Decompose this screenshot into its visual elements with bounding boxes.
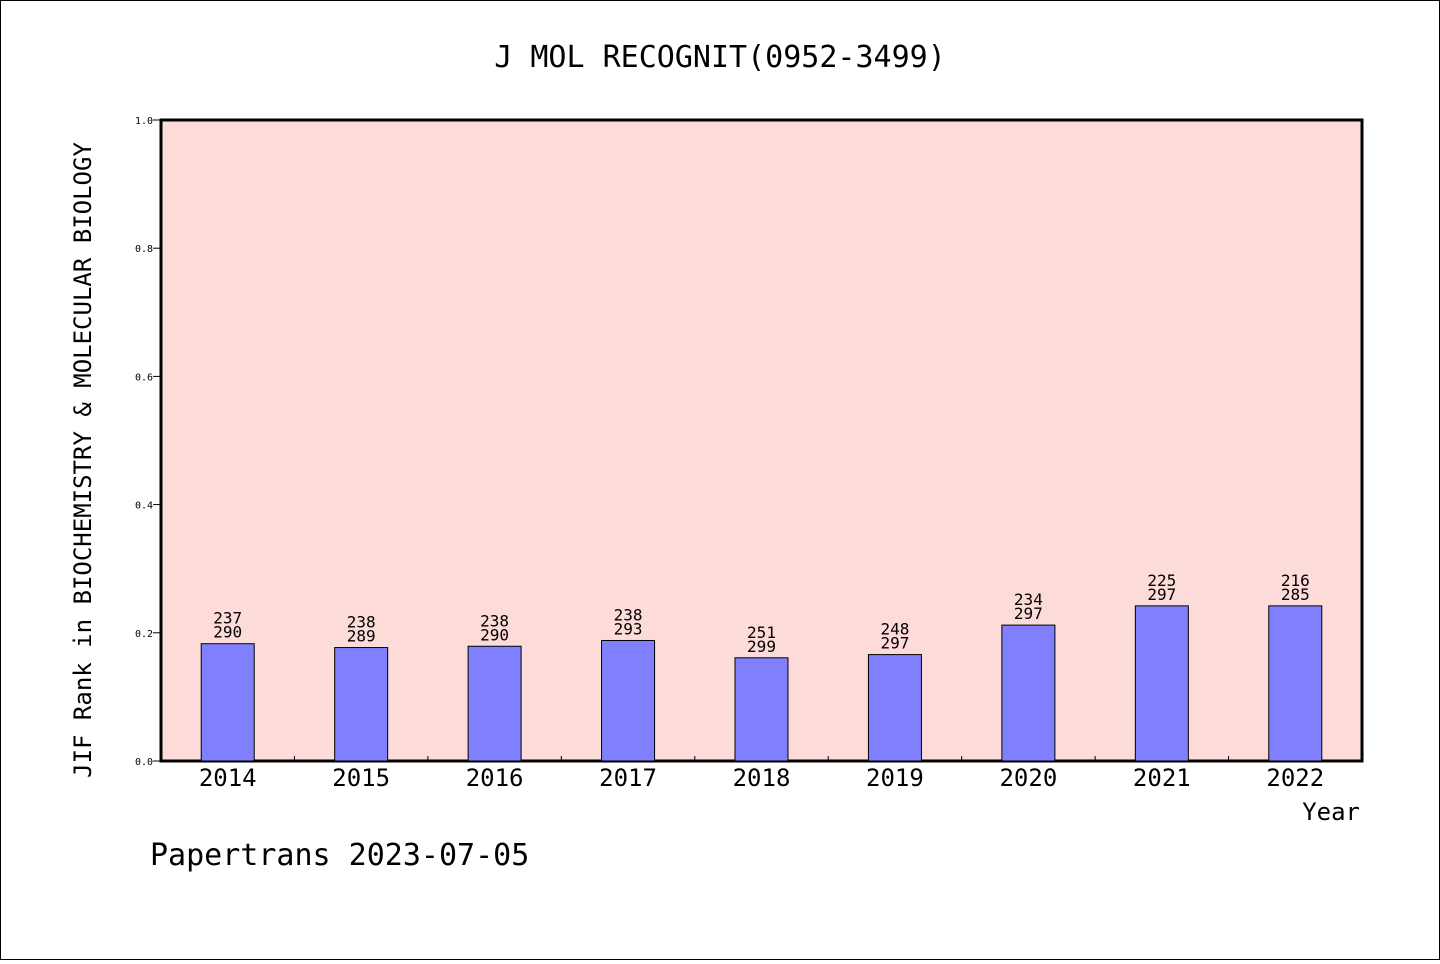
bar <box>1268 605 1323 762</box>
bar <box>601 639 656 762</box>
x-tick-label: 2021 <box>1133 764 1191 792</box>
bar-rank-label: 238 <box>614 605 643 624</box>
x-tick-label: 2014 <box>199 764 257 792</box>
y-tick-label: 0.0 <box>135 757 153 768</box>
x-tick-label: 2019 <box>866 764 924 792</box>
y-axis-label: JIF Rank in BIOCHEMISTRY & MOLECULAR BIO… <box>69 142 97 778</box>
x-axis: 2014 2015 2016 2017 2018 2019 2020 2021 2022 <box>199 756 1324 792</box>
bar-rank-label: 234 <box>1014 590 1043 609</box>
bar-total-label: 290 <box>480 625 509 644</box>
bar-total-label: 297 <box>880 634 909 653</box>
bar-total-label: 289 <box>347 627 376 646</box>
bar-total-label: 297 <box>1014 604 1043 623</box>
bar <box>867 654 922 762</box>
bar-total-label: 297 <box>1147 585 1176 604</box>
y-tick-label: 1.0 <box>135 116 153 127</box>
chart-title: J MOL RECOGNIT(0952-3499) <box>494 40 946 75</box>
bar-rank-label: 237 <box>213 609 242 628</box>
bar-rank-label: 238 <box>347 613 376 632</box>
bar-rank-label: 216 <box>1281 571 1310 590</box>
x-tick-label: 2022 <box>1266 764 1324 792</box>
x-tick-label: 2015 <box>332 764 390 792</box>
bar <box>1001 624 1056 762</box>
y-tick-label: 0.2 <box>135 629 153 640</box>
x-axis-label: Year <box>1302 798 1360 826</box>
y-axis: 0.0 0.2 0.4 0.6 0.8 1.0 <box>135 116 161 768</box>
bar <box>467 645 522 762</box>
x-tick-label: 2020 <box>999 764 1057 792</box>
x-tick-label: 2018 <box>733 764 791 792</box>
bar-rank-label: 248 <box>880 620 909 639</box>
bar <box>1134 605 1189 762</box>
bar-total-label: 290 <box>213 623 242 642</box>
y-tick-label: 0.6 <box>135 372 153 383</box>
y-tick-label: 0.8 <box>135 244 153 255</box>
y-tick-label: 0.4 <box>135 501 153 512</box>
bar <box>334 647 389 762</box>
bar-rank-label: 238 <box>480 611 509 630</box>
bar-total-label: 285 <box>1281 585 1310 604</box>
bar-total-label: 293 <box>614 619 643 638</box>
x-tick-label: 2016 <box>466 764 524 792</box>
footer-credit: Papertrans 2023-07-05 <box>150 838 529 873</box>
bar-total-label: 299 <box>747 637 776 656</box>
bar <box>734 657 789 762</box>
bar-rank-label: 251 <box>747 623 776 642</box>
bar-rank-label: 225 <box>1147 571 1176 590</box>
bar <box>200 643 255 762</box>
x-tick-label: 2017 <box>599 764 657 792</box>
